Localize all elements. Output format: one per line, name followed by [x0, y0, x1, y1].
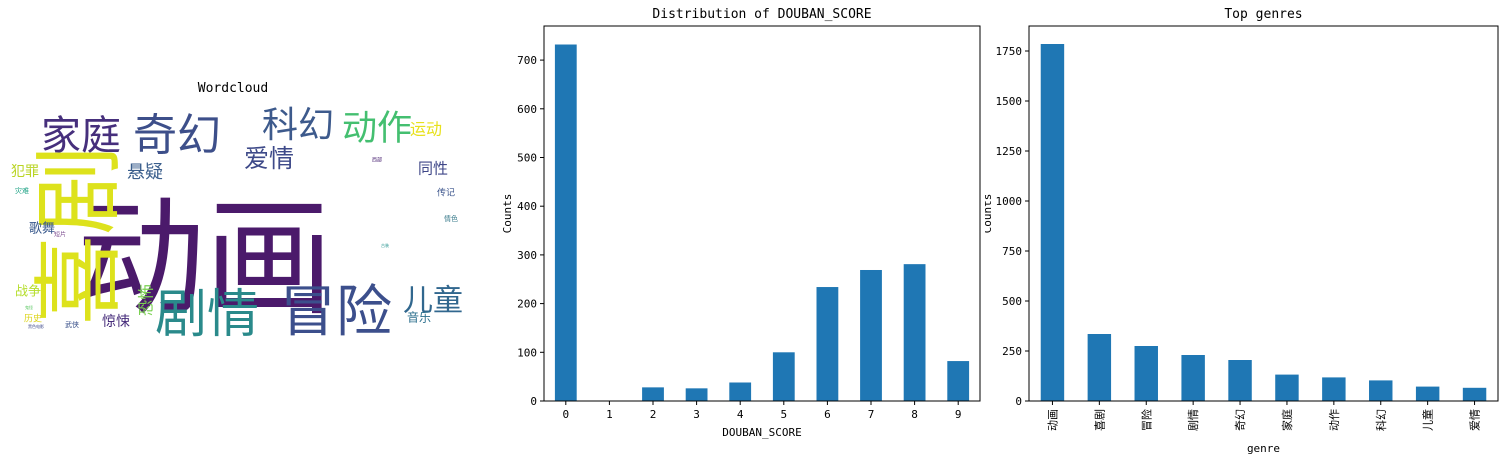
x-tick-label: 9 — [955, 408, 962, 421]
wordcloud-word: 科幻 — [262, 105, 334, 146]
y-tick-label: 700 — [517, 54, 537, 67]
wordcloud-word: 战争 — [15, 285, 41, 300]
bar — [1322, 377, 1346, 401]
y-tick-label: 500 — [517, 151, 537, 164]
bar — [1087, 334, 1112, 401]
plot-frame — [543, 25, 981, 402]
chart-title: Distribution of DOUBAN_SCORE — [652, 7, 871, 22]
x-tick-label: 动作 — [1328, 409, 1341, 431]
wordcloud-word: 运动 — [410, 120, 442, 139]
y-tick-label: 750 — [1002, 245, 1022, 258]
wordcloud-word: 喜剧 — [27, 145, 132, 325]
wordcloud-word: 恐怖 — [137, 284, 156, 316]
y-tick-label: 1500 — [996, 95, 1023, 108]
y-tick-label: 0 — [1015, 395, 1022, 408]
y-axis-label: Counts — [501, 194, 514, 234]
y-tick-label: 200 — [517, 298, 537, 311]
wordcloud-word: 动作 — [342, 109, 412, 149]
y-tick-label: 250 — [1002, 345, 1022, 358]
bar — [685, 388, 708, 401]
bar — [1275, 374, 1299, 401]
wordcloud-word: 灾难 — [15, 186, 29, 195]
bar — [729, 382, 752, 401]
x-tick-label: 4 — [737, 408, 744, 421]
wordcloud-word: 动画 — [77, 185, 333, 334]
wordcloud-word: 悬疑 — [127, 162, 163, 183]
bar — [1181, 355, 1205, 401]
wordcloud-words: 动画喜剧冒险剧情 家庭 奇幻 科幻 动作爱情儿童 运动悬疑 同性 犯罪传记恐怖惊悚 音乐 战争 歌舞… — [11, 105, 463, 345]
bar — [816, 287, 839, 401]
bar — [1040, 44, 1065, 401]
x-axis-label: genre — [1247, 442, 1280, 455]
bar — [772, 352, 795, 401]
wordcloud-word: 家庭 — [41, 113, 121, 159]
bar — [554, 44, 577, 401]
wordcloud-word: 儿童 — [403, 284, 463, 319]
x-tick-label: 3 — [693, 408, 700, 421]
bar — [947, 361, 970, 401]
x-tick-label: 6 — [824, 408, 831, 421]
x-tick-label: 2 — [650, 408, 657, 421]
bar — [642, 387, 664, 401]
x-tick-label: 7 — [868, 408, 875, 421]
wordcloud-word: 西部 — [372, 157, 382, 164]
wordcloud-word: 音乐 — [407, 310, 431, 325]
x-tick-label: 5 — [780, 408, 787, 421]
y-tick-label: 1250 — [996, 145, 1023, 158]
bar — [1369, 380, 1393, 401]
wordcloud-word: 爱情 — [244, 144, 294, 173]
y-axis-label: Counts — [985, 194, 994, 234]
bar — [1134, 346, 1158, 401]
wordcloud-word: 黑色电影 — [28, 323, 44, 329]
x-tick-label: 科幻 — [1374, 409, 1388, 431]
bar — [1228, 360, 1252, 401]
wordcloud-word: 古装 — [381, 242, 389, 248]
wordcloud-word: 犯罪 — [11, 164, 39, 180]
bar — [903, 264, 926, 401]
wordcloud-word: 歌舞 — [29, 222, 55, 237]
wordcloud-title: Wordcloud — [198, 81, 268, 96]
x-tick-label: 爱情 — [1469, 409, 1482, 431]
x-tick-label: 剧情 — [1187, 409, 1200, 431]
x-tick-label: 喜剧 — [1093, 409, 1106, 431]
plot-frame — [1028, 25, 1499, 402]
wordcloud-word: 情色 — [444, 214, 458, 223]
x-tick-label: 儿童 — [1421, 409, 1435, 431]
wordcloud-word: 冒险 — [280, 280, 392, 345]
wordcloud-word: 剧情 — [155, 285, 259, 345]
wordcloud-word: 历史 — [24, 313, 42, 325]
x-tick-label: 家庭 — [1280, 409, 1294, 431]
wordcloud-word: 武侠 — [65, 320, 79, 329]
bar — [1462, 387, 1487, 401]
x-tick-label: 奇幻 — [1234, 409, 1247, 431]
x-tick-label: 0 — [562, 408, 569, 421]
bar — [860, 269, 882, 401]
x-tick-label: 8 — [911, 408, 918, 421]
y-tick-label: 1000 — [996, 195, 1023, 208]
x-tick-label: 冒险 — [1139, 409, 1153, 431]
bar — [1415, 386, 1440, 401]
y-tick-label: 600 — [517, 103, 537, 116]
x-tick-label: 动画 — [1046, 409, 1059, 431]
wordcloud-word: 同性 — [418, 160, 448, 178]
y-tick-label: 500 — [1002, 295, 1022, 308]
y-tick-label: 1750 — [996, 45, 1023, 58]
wordcloud-word: 奇幻 — [133, 110, 221, 161]
chart-title: Top genres — [1224, 7, 1302, 22]
wordcloud-word: 传记 — [437, 187, 455, 199]
y-tick-label: 300 — [517, 249, 537, 262]
wordcloud-word: 鬼怪 — [25, 304, 33, 310]
y-tick-label: 400 — [517, 200, 537, 213]
wordcloud-word: 惊悚 — [102, 314, 130, 330]
top-genres-chart: Top genres 0 250 500 750 1000 1250 1500 1750 动画 喜剧… — [985, 7, 1499, 455]
x-axis-label: DOUBAN_SCORE — [722, 426, 801, 439]
y-tick-label: 0 — [530, 395, 537, 408]
x-tick-label: 1 — [606, 408, 613, 421]
wordcloud-word: 短片 — [54, 231, 66, 239]
score-distribution-chart: Distribution of DOUBAN_SCORE010020030040… — [501, 7, 981, 439]
wordcloud-panel: Wordcloud 动画喜剧冒险剧情 家庭 奇幻 科幻 动作爱情儿童 运动悬疑 同性 犯罪传记… — [11, 81, 463, 345]
y-tick-label: 100 — [517, 346, 537, 359]
